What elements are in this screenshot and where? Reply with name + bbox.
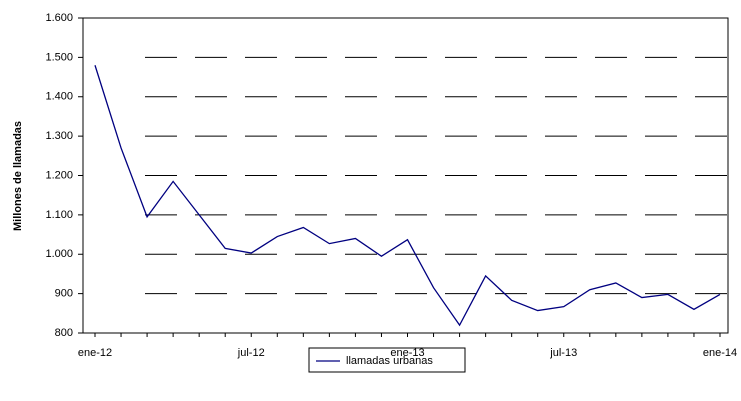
y-tick-label: 800 <box>55 327 73 339</box>
y-tick-label: 1.400 <box>45 91 73 103</box>
x-tick-label: jul-12 <box>237 347 265 359</box>
y-tick-label: 1.100 <box>45 209 73 221</box>
x-tick-label: jul-13 <box>549 347 577 359</box>
y-tick-label: 1.300 <box>45 130 73 142</box>
y-tick-label: 1.200 <box>45 169 73 181</box>
x-tick-label: ene-13 <box>390 347 424 359</box>
plot-frame <box>82 17 729 334</box>
y-tick-label: 1.000 <box>45 248 73 260</box>
y-tick-label: 900 <box>55 288 73 300</box>
legend <box>308 347 466 373</box>
y-tick-label: 1.600 <box>45 12 73 24</box>
x-tick-label: ene-14 <box>703 347 737 359</box>
y-axis-label: Millones de llamadas <box>12 121 24 231</box>
series-line <box>94 65 721 327</box>
y-tick-label: 1.500 <box>45 51 73 63</box>
x-tick-label: ene-12 <box>78 347 112 359</box>
legend-label: llamadas urbanas <box>346 355 433 367</box>
